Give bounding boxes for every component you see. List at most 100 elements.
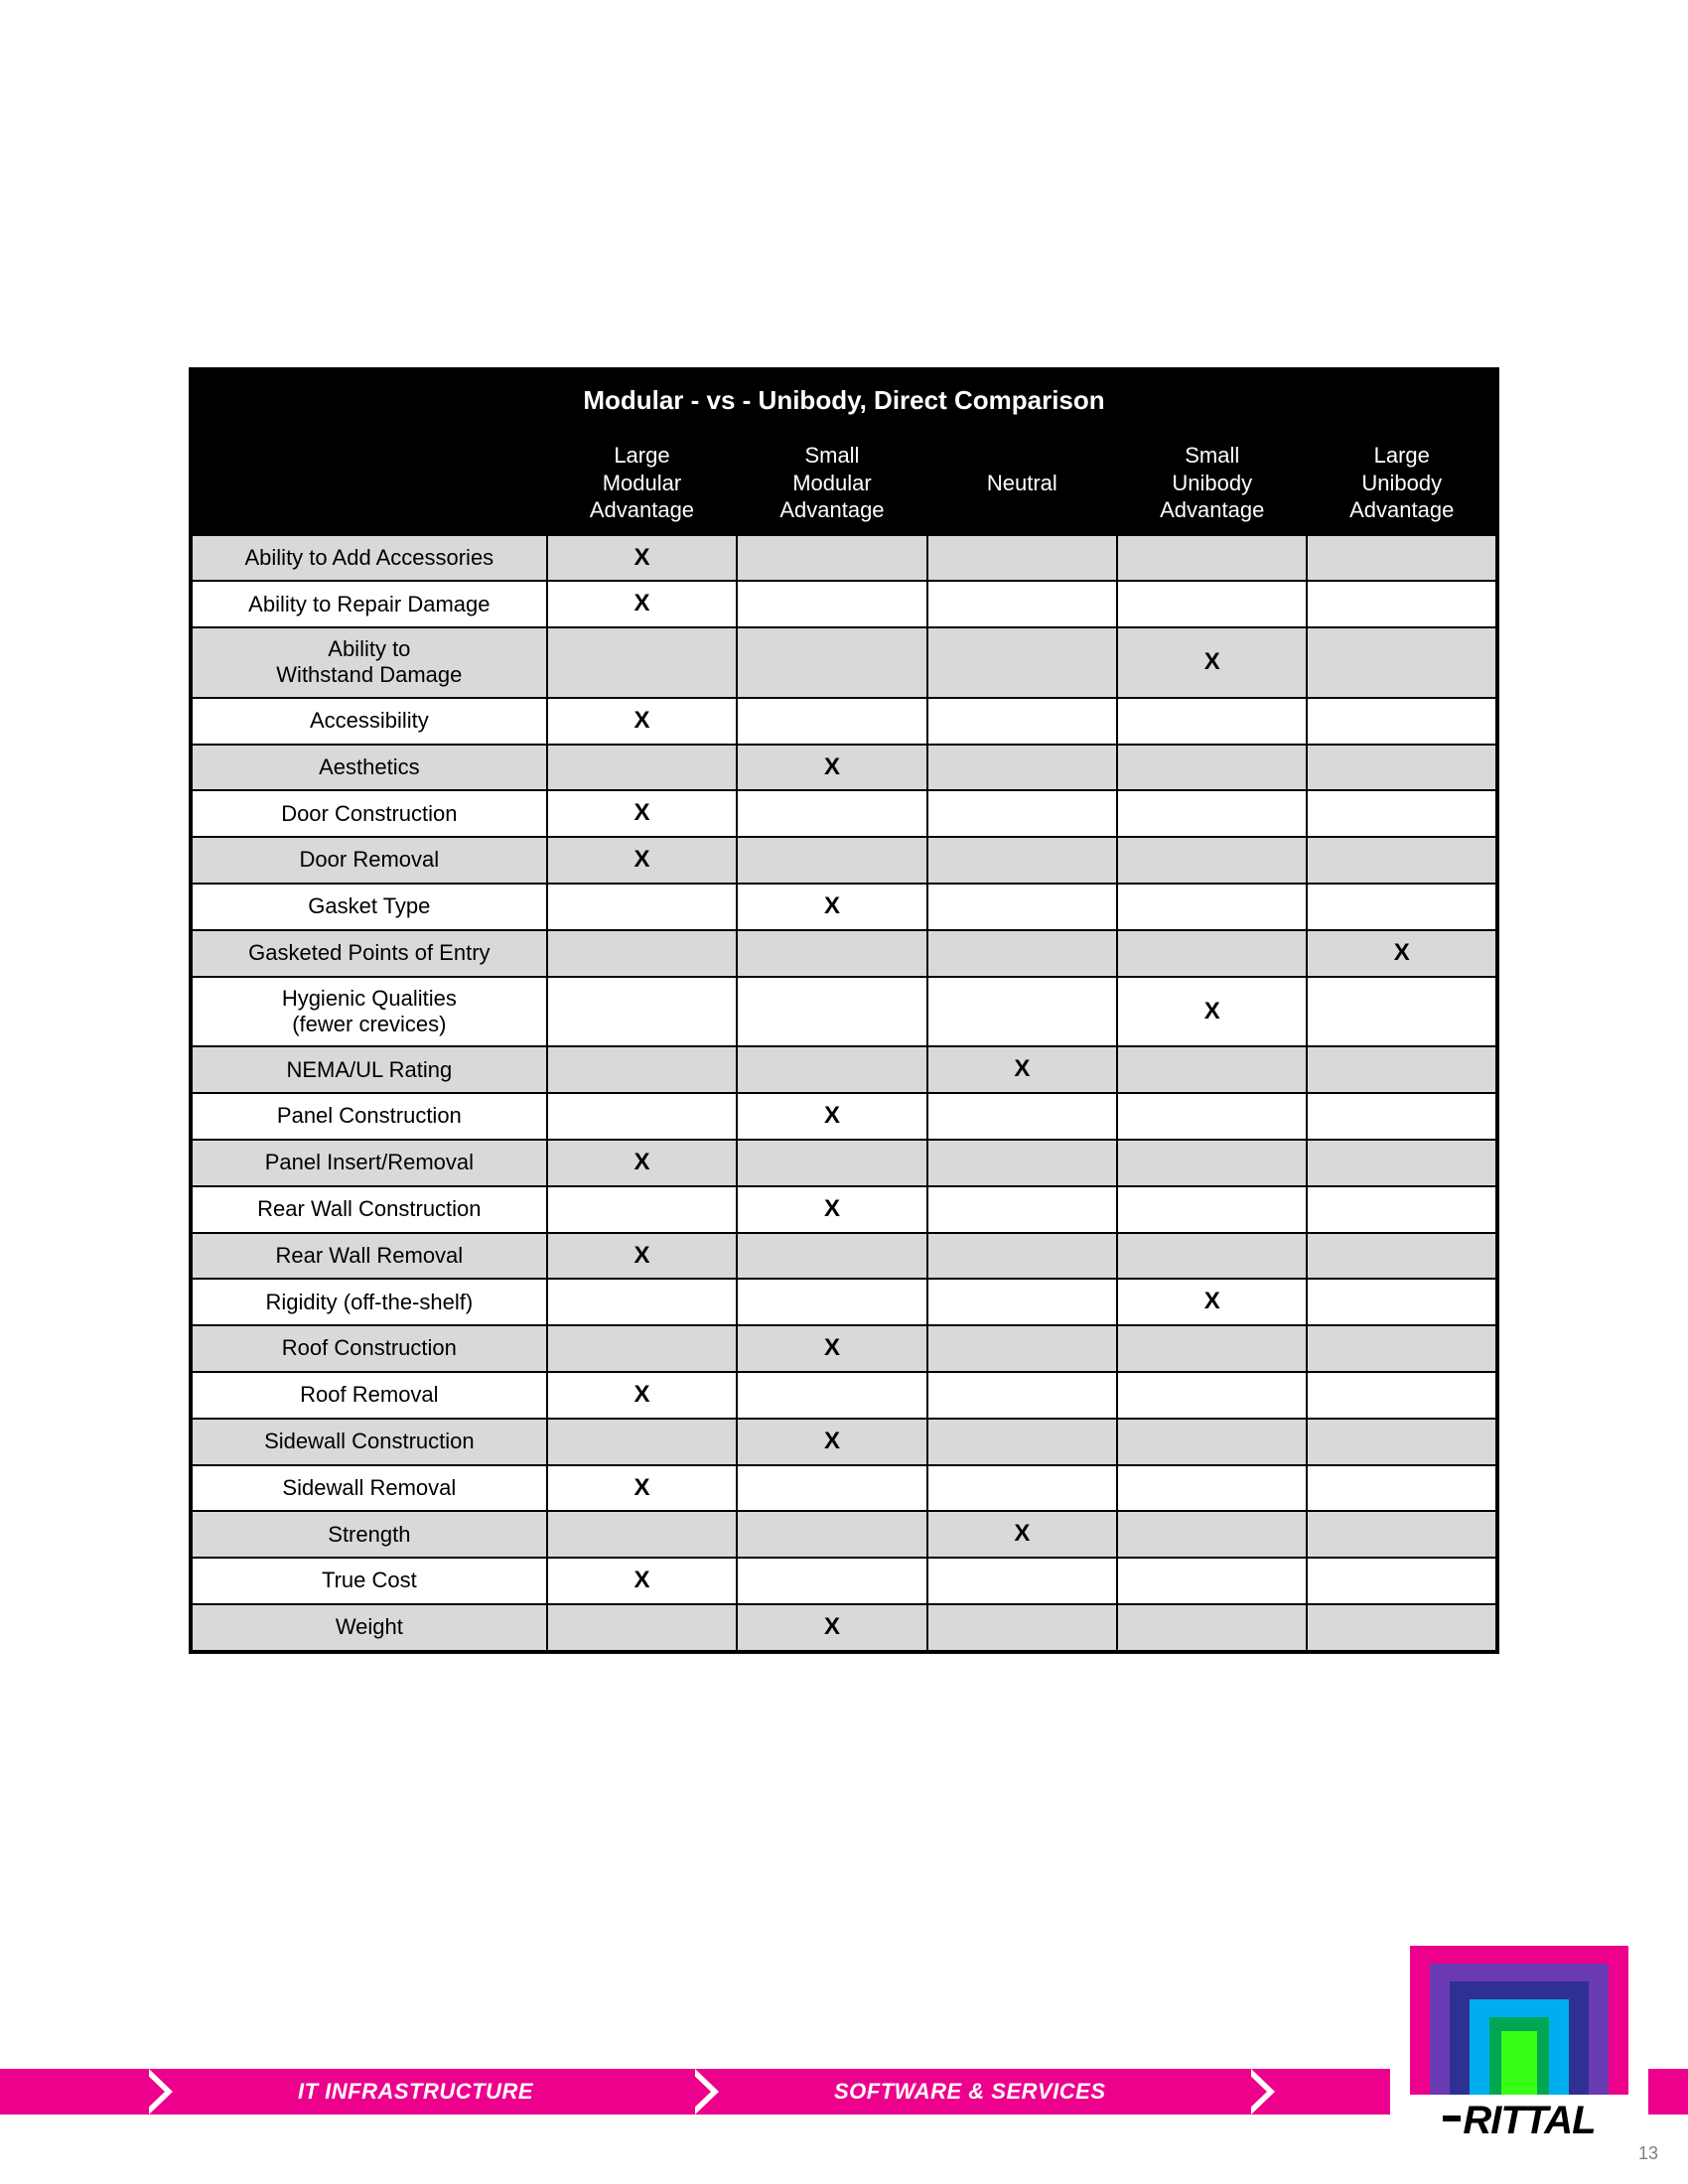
row-label: Ability to Add Accessories [191,535,547,582]
row-label: Door Removal [191,837,547,884]
table-row: Ability toWithstand DamageX [191,627,1497,698]
cell: X [1307,930,1497,977]
table-row: Door RemovalX [191,837,1497,884]
cell [737,837,927,884]
table-row: Roof ConstructionX [191,1325,1497,1372]
row-label: Sidewall Removal [191,1465,547,1512]
cell: X [547,698,738,745]
cell: X [547,837,738,884]
cell [1307,1140,1497,1186]
cell [927,1604,1117,1652]
row-label: NEMA/UL Rating [191,1046,547,1093]
table-row: Ability to Add AccessoriesX [191,535,1497,582]
cell [1117,698,1308,745]
cell [547,884,738,930]
cell [927,884,1117,930]
col-header-4: SmallUnibodyAdvantage [1117,431,1308,535]
row-label: Strength [191,1511,547,1558]
logo-squares-icon [1410,1946,1628,2095]
chevron-icon [687,2069,711,2115]
cell [547,977,738,1047]
table-row: AccessibilityX [191,698,1497,745]
row-label: Door Construction [191,790,547,837]
cell [1307,535,1497,582]
table-title: Modular - vs - Unibody, Direct Compariso… [191,369,1497,431]
cell [1307,627,1497,698]
row-label: Panel Construction [191,1093,547,1140]
cell [1117,581,1308,627]
page-number: 13 [1638,2143,1658,2164]
cell [927,790,1117,837]
cell: X [737,1419,927,1465]
cell [1117,1372,1308,1419]
table-row: Rear Wall ConstructionX [191,1186,1497,1233]
table-row: Gasket TypeX [191,884,1497,930]
cell: X [737,1186,927,1233]
cell [1117,837,1308,884]
cell [1117,930,1308,977]
cell: X [737,1093,927,1140]
row-label: Weight [191,1604,547,1652]
cell [927,1093,1117,1140]
cell [737,1372,927,1419]
cell [1307,1186,1497,1233]
footer-label-2: SOFTWARE & SERVICES [834,2069,1106,2115]
cell [737,581,927,627]
cell [1307,1279,1497,1325]
cell [1307,1093,1497,1140]
cell [1117,1233,1308,1280]
cell [737,790,927,837]
cell [927,837,1117,884]
table-row: Rigidity (off-the-shelf)X [191,1279,1497,1325]
cell [737,1465,927,1512]
cell [1307,1511,1497,1558]
cell [737,535,927,582]
cell: X [737,745,927,791]
row-label: Rear Wall Removal [191,1233,547,1280]
cell [1117,1046,1308,1093]
cell [1307,1604,1497,1652]
table-row: True CostX [191,1558,1497,1604]
cell [547,1186,738,1233]
cell: X [547,581,738,627]
cell [547,1093,738,1140]
row-label: Roof Construction [191,1325,547,1372]
row-label: Hygienic Qualities(fewer crevices) [191,977,547,1047]
cell [927,977,1117,1047]
cell [737,1233,927,1280]
row-label: Sidewall Construction [191,1419,547,1465]
table-header-row: LargeModularAdvantage SmallModularAdvant… [191,431,1497,535]
table-row: Hygienic Qualities(fewer crevices) X [191,977,1497,1047]
cell [1117,1511,1308,1558]
cell [547,1419,738,1465]
row-label: Accessibility [191,698,547,745]
row-label: Roof Removal [191,1372,547,1419]
cell [1117,1604,1308,1652]
table-row: Door ConstructionX [191,790,1497,837]
cell [547,627,738,698]
cell [1117,1465,1308,1512]
cell: X [547,1465,738,1512]
cell: X [547,1372,738,1419]
table-row: Weight X [191,1604,1497,1652]
cell: X [1117,977,1308,1047]
col-header-1: LargeModularAdvantage [547,431,738,535]
row-label: Gasket Type [191,884,547,930]
cell [927,1419,1117,1465]
cell [547,1511,738,1558]
cell [927,1233,1117,1280]
cell: X [737,1604,927,1652]
table-row: Sidewall RemovalX [191,1465,1497,1512]
cell [927,745,1117,791]
cell: X [927,1046,1117,1093]
cell [1117,1186,1308,1233]
table-row: Roof RemovalX [191,1372,1497,1419]
row-label: Panel Insert/Removal [191,1140,547,1186]
table-row: Sidewall Construction X [191,1419,1497,1465]
chevron-icon [1243,2069,1267,2115]
cell [1117,884,1308,930]
cell [927,1140,1117,1186]
row-label: Ability to Repair Damage [191,581,547,627]
col-header-3: Neutral [927,431,1117,535]
table-body: Ability to Add AccessoriesXAbility to Re… [191,535,1497,1652]
